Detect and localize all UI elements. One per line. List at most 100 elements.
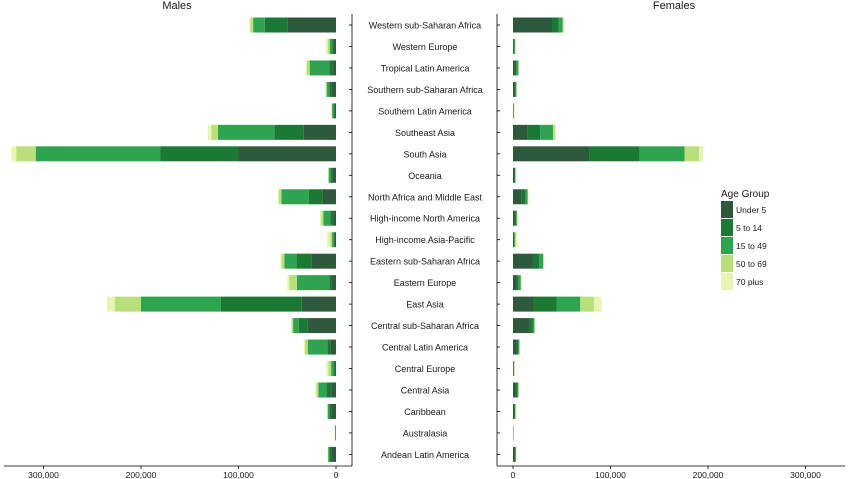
male-bar-segment (331, 382, 336, 398)
female-bar-segment (558, 17, 563, 33)
category-label: Eastern Europe (394, 278, 457, 288)
males-panel-title: Males (162, 0, 192, 12)
male-bar-segment (331, 446, 336, 462)
male-bar-segment (330, 339, 336, 355)
male-bar-segment (316, 382, 319, 398)
male-bar-segment (335, 103, 336, 119)
male-bar-segment (327, 403, 330, 419)
male-bar-segment (333, 210, 336, 226)
male-bar-segment (327, 339, 331, 355)
male-bar-segment (332, 167, 336, 183)
male-bar-segment (278, 189, 282, 205)
male-bar-segment (289, 275, 297, 291)
female-bar-segment (513, 146, 590, 162)
male-bar-segment (264, 17, 288, 33)
male-bar-segment (211, 124, 219, 140)
male-bar-segment (303, 124, 336, 140)
male-bar-segment (327, 38, 330, 54)
category-label: Andean Latin America (381, 450, 469, 460)
female-bar-segment (515, 210, 517, 226)
female-bar-segment (513, 189, 522, 205)
male-bar-segment (238, 146, 336, 162)
male-bar-segment (334, 38, 336, 54)
male-bar-segment (325, 81, 327, 97)
male-bar-segment (327, 232, 331, 248)
females-x-tick-label: 300,000 (790, 470, 821, 479)
male-bar-segment (332, 232, 335, 248)
male-bar-segment (297, 253, 312, 269)
female-bar-segment (513, 318, 530, 334)
female-bar-segment (552, 17, 559, 33)
legend-label: Under 5 (736, 205, 767, 215)
male-bar-segment (311, 253, 336, 269)
bar-layer (11, 17, 704, 462)
male-bar-segment (328, 361, 332, 377)
category-labels: Western sub-Saharan Africa Western Europe… (367, 21, 483, 460)
category-label: Caribbean (404, 407, 446, 417)
legend-label: 5 to 14 (736, 223, 762, 233)
female-bar-segment (513, 339, 517, 355)
male-bar-segment (331, 81, 336, 97)
male-bar-segment (326, 361, 329, 377)
male-bar-segment (334, 361, 336, 377)
female-bar-segment (513, 81, 515, 97)
female-bar-segment (532, 318, 535, 334)
male-bar-segment (323, 210, 331, 226)
female-bar-segment (540, 124, 553, 140)
male-bar-segment (220, 296, 302, 312)
male-bar-segment (315, 382, 317, 398)
male-bar-segment (334, 232, 336, 248)
category-label: Southeast Asia (395, 128, 455, 138)
male-bar-segment (329, 81, 332, 97)
male-bar-segment (325, 38, 328, 54)
male-bar-segment (326, 81, 330, 97)
male-bar-segment (307, 318, 336, 334)
female-bar-segment (533, 296, 557, 312)
category-label: Oceania (408, 171, 442, 181)
female-bar-segment (513, 210, 515, 226)
female-bar-segment (529, 318, 533, 334)
female-bar-segment (515, 382, 518, 398)
category-label: Eastern sub-Saharan Africa (370, 257, 480, 267)
females-x-tick-label: 100,000 (595, 470, 626, 479)
female-bar-segment (513, 38, 515, 54)
male-bar-segment (333, 60, 336, 76)
female-bar-segment (513, 17, 552, 33)
category-label: North Africa and Middle East (368, 192, 483, 202)
male-bar-segment (284, 253, 297, 269)
legend-label: 15 to 49 (736, 241, 767, 251)
male-bar-segment (304, 339, 308, 355)
male-bar-segment (307, 339, 328, 355)
legend-swatch (721, 255, 733, 272)
male-bar-segment (328, 167, 331, 183)
female-bar-segment (699, 146, 704, 162)
legend-label: 50 to 69 (736, 259, 767, 269)
male-bar-segment (287, 275, 290, 291)
category-label: Southern sub-Saharan Africa (367, 85, 483, 95)
female-bar-segment (518, 275, 521, 291)
male-bar-segment (326, 382, 332, 398)
category-label: Central Latin America (382, 343, 468, 353)
legend-swatch (721, 273, 733, 290)
category-label: High-income North America (370, 214, 480, 224)
males-x-tick-label: 300,000 (28, 470, 59, 479)
male-bar-segment (287, 17, 336, 33)
male-bar-segment (35, 146, 161, 162)
male-bar-segment (16, 146, 36, 162)
males-x-tick-label: 0 (334, 470, 339, 479)
female-bar-segment (514, 232, 516, 248)
female-bar-segment (580, 296, 594, 312)
male-bar-segment (329, 38, 333, 54)
female-bar-segment (513, 124, 528, 140)
female-bar-segment (539, 253, 544, 269)
male-bar-segment (331, 361, 335, 377)
female-bar-segment (515, 232, 518, 248)
legend-swatch (721, 237, 733, 254)
female-bar-segment (513, 167, 515, 183)
male-bar-segment (309, 60, 330, 76)
female-bar-segment (516, 60, 519, 76)
male-bar-segment (329, 403, 332, 419)
female-bar-segment (514, 210, 516, 226)
male-bar-segment (330, 232, 333, 248)
